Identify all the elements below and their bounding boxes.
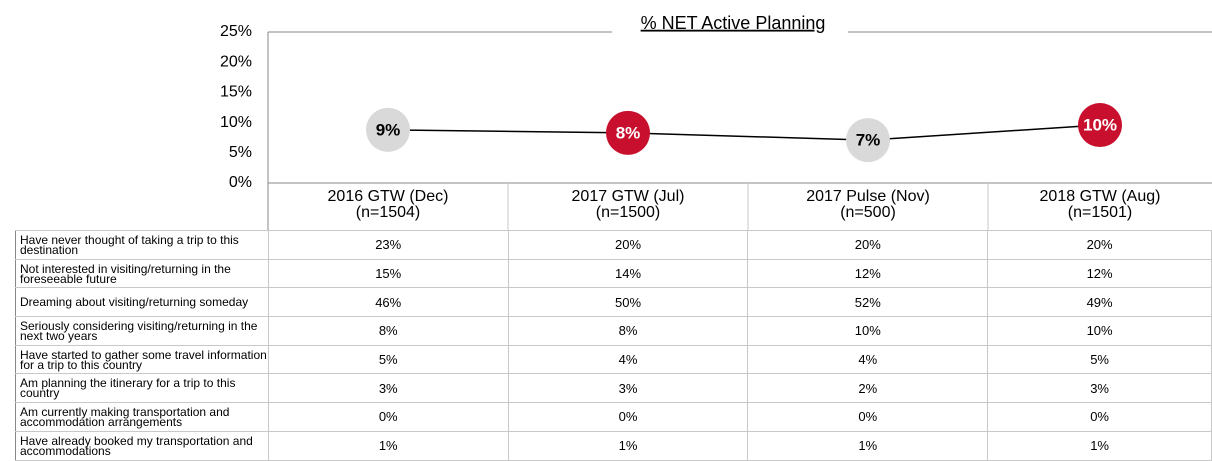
table-cell: 1% bbox=[507, 430, 749, 461]
table-cell: 0% bbox=[507, 402, 749, 432]
table-cell: 1% bbox=[747, 430, 989, 461]
table-cell: 14% bbox=[507, 258, 749, 289]
table-cell: 5% bbox=[987, 344, 1212, 375]
table-cell: 10% bbox=[747, 316, 989, 346]
x-tick-sublabel: (n=500) bbox=[840, 204, 896, 221]
table-row: Seriously considering visiting/returning… bbox=[15, 316, 1212, 346]
x-tick-sublabel: (n=1501) bbox=[1068, 204, 1133, 221]
table-row: Not interested in visiting/returning in … bbox=[15, 258, 1212, 289]
row-label: Dreaming about visiting/returning someda… bbox=[15, 287, 269, 318]
chart-title: % NET Active Planning bbox=[641, 13, 826, 33]
table-cell: 46% bbox=[267, 287, 509, 318]
row-label: Have never thought of taking a trip to t… bbox=[15, 230, 269, 260]
table-cell: 12% bbox=[987, 258, 1212, 289]
table-cell: 49% bbox=[987, 287, 1212, 318]
x-tick-label: 2017 Pulse (Nov) bbox=[806, 188, 930, 205]
title-backdrop bbox=[612, 18, 848, 44]
table-cell: 2% bbox=[747, 373, 989, 404]
table-cell: 52% bbox=[747, 287, 989, 318]
table-cell: 3% bbox=[267, 373, 509, 404]
row-label: Have already booked my transportation an… bbox=[15, 430, 269, 461]
table-cell: 3% bbox=[507, 373, 749, 404]
table-cell: 4% bbox=[747, 344, 989, 375]
table-cell: 5% bbox=[267, 344, 509, 375]
y-tick-label: 20% bbox=[220, 53, 252, 70]
point bbox=[606, 110, 650, 155]
data-label: 7% bbox=[856, 131, 881, 150]
table-cell: 20% bbox=[987, 230, 1212, 260]
x-tick-label: 2016 GTW (Dec) bbox=[328, 188, 449, 205]
y-tick-label: 0% bbox=[229, 174, 252, 191]
data-label: 8% bbox=[616, 123, 641, 142]
x-tick-sublabel: (n=1504) bbox=[356, 204, 421, 221]
table-cell: 50% bbox=[507, 287, 749, 318]
row-label: Seriously considering visiting/returning… bbox=[15, 316, 269, 346]
table-cell: 0% bbox=[267, 402, 509, 432]
table-cell: 8% bbox=[507, 316, 749, 346]
line bbox=[387, 124, 1101, 141]
table-row: Am planning the itinerary for a trip to … bbox=[15, 373, 1212, 404]
table-row: Dreaming about visiting/returning someda… bbox=[15, 287, 1212, 318]
x-tick-label: 2018 GTW (Aug) bbox=[1040, 188, 1161, 205]
table-cell: 20% bbox=[507, 230, 749, 260]
row-label: Am currently making transportation and a… bbox=[15, 402, 269, 432]
y-tick-label: 25% bbox=[220, 23, 252, 40]
table-cell: 20% bbox=[747, 230, 989, 260]
table-row: Am currently making transportation and a… bbox=[15, 402, 1212, 432]
row-label: Have started to gather some travel infor… bbox=[15, 344, 269, 375]
table-row: Have started to gather some travel infor… bbox=[15, 344, 1212, 375]
y-tick-label: 5% bbox=[229, 144, 252, 161]
chart: % NET Active Planning 0% 5% 10% 15% 20% 25% 20… bbox=[220, 13, 1212, 230]
table-row: Have never thought of taking a trip to t… bbox=[15, 230, 1212, 260]
table-row: Have already booked my transportation an… bbox=[15, 430, 1212, 461]
table-cell: 8% bbox=[267, 316, 509, 346]
x-tick-label: 2017 GTW (Jul) bbox=[572, 188, 685, 205]
row-label: Not interested in visiting/returning in … bbox=[15, 258, 269, 289]
x-tick-sublabel: (n=1500) bbox=[596, 204, 661, 221]
table-cell: 4% bbox=[507, 344, 749, 375]
y-tick-label: 15% bbox=[220, 84, 252, 101]
point bbox=[366, 107, 410, 152]
table-cell: 10% bbox=[987, 316, 1212, 346]
table-cell: 1% bbox=[987, 430, 1212, 461]
data-label: 9% bbox=[376, 120, 401, 139]
data-label: 10% bbox=[1083, 116, 1117, 135]
table-cell: 23% bbox=[267, 230, 509, 260]
table: Have never thought of taking a trip to t… bbox=[15, 230, 1212, 461]
y-tick-label: 10% bbox=[220, 114, 252, 131]
table-cell: 3% bbox=[987, 373, 1212, 404]
row-label: Am planning the itinerary for a trip to … bbox=[15, 373, 269, 404]
table-cell: 1% bbox=[267, 430, 509, 461]
table-cell: 12% bbox=[747, 258, 989, 289]
point bbox=[846, 118, 890, 163]
table-cell: 15% bbox=[267, 258, 509, 289]
point bbox=[1078, 103, 1122, 148]
table-cell: 0% bbox=[747, 402, 989, 432]
table-cell: 0% bbox=[987, 402, 1212, 432]
